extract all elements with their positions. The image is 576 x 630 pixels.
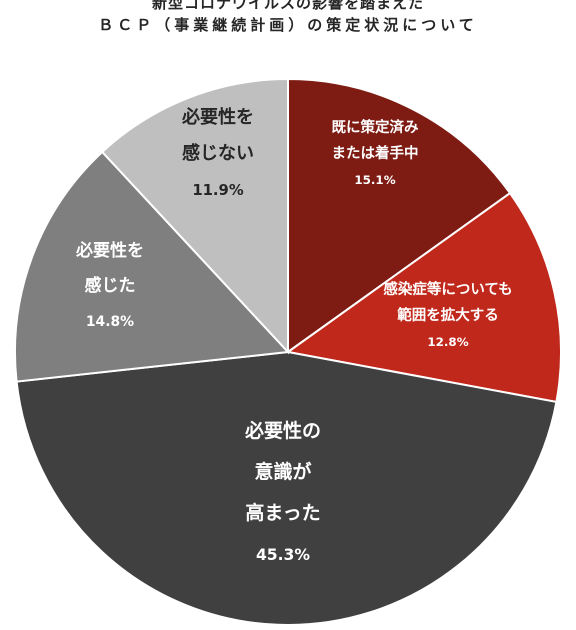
slice-formulated [287,77,512,354]
chart-title-line-1: 新型コロナウイルスの影響を踏まえた [151,0,424,12]
data-label-text: 必要性を [181,106,254,128]
data-label-value: 12.8% [427,335,468,349]
data-label-text: 高まった [245,501,320,524]
data-label-text: 必要性を [75,240,144,261]
slice-expand-scope [285,191,562,404]
data-label-value: 45.3% [256,546,310,564]
slice-awareness-increased [15,350,558,626]
data-label-value: 14.8% [86,314,134,330]
data-label-text: 既に策定済み [332,118,419,136]
slice-no-need [100,77,289,355]
data-label-value: 15.1% [354,173,395,187]
chart-title: 新型コロナウイルスの影響を踏まえた ＢＣＰ（事業継続計画）の策定状況について [0,0,576,36]
data-label-text: 感じた [85,275,136,296]
data-label-text: 必要性の [244,419,321,442]
data-label-text: 感染症等についても [383,280,512,298]
data-label-text: 範囲を拡大する [397,306,499,324]
chart-title-line-2: ＢＣＰ（事業継続計画）の策定状況について [98,16,478,34]
data-label-value: 11.9% [192,182,244,199]
slice-felt-need [14,150,291,383]
data-label-text: 感じない [182,142,254,164]
data-label-text: または着手中 [332,144,419,162]
data-label-text: 意識が [254,460,311,483]
